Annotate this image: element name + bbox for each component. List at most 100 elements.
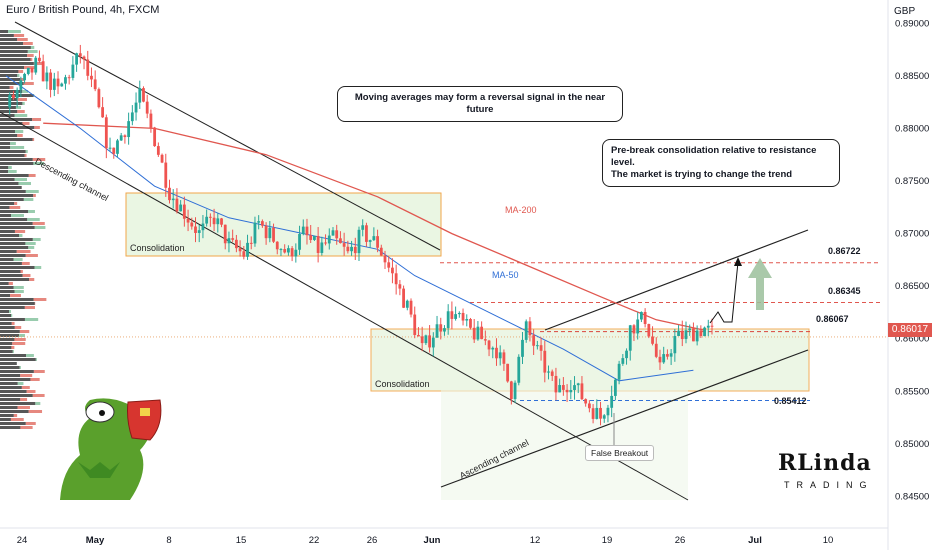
volume-bar xyxy=(28,246,35,249)
volume-bar xyxy=(35,402,41,405)
candle-body xyxy=(688,328,692,331)
volume-bar xyxy=(19,234,23,237)
volume-bar xyxy=(0,142,11,145)
candle-body xyxy=(19,80,23,90)
candle-body xyxy=(134,102,138,113)
volume-bar xyxy=(0,86,10,89)
candle-body xyxy=(52,78,56,90)
candle-body xyxy=(632,325,636,334)
candle-body xyxy=(610,395,614,408)
candle-body xyxy=(424,335,428,344)
volume-bar xyxy=(17,382,24,385)
volume-bar xyxy=(0,294,11,297)
price-tick-label: 0.86000 xyxy=(895,334,929,345)
volume-bar xyxy=(33,194,36,197)
candle-body xyxy=(257,221,261,223)
candle-body xyxy=(561,385,565,390)
volume-bar xyxy=(25,190,39,193)
candle-body xyxy=(446,311,450,329)
volume-bar xyxy=(0,122,23,125)
candle-body xyxy=(457,312,461,315)
candle-body xyxy=(543,350,547,373)
candle-body xyxy=(23,73,26,81)
candle-body xyxy=(417,334,420,337)
consolidation-callout-line2: The market is trying to change the trend xyxy=(611,169,793,180)
current-price-tag: 0.86017 xyxy=(888,323,932,337)
price-tick-label: 0.88000 xyxy=(895,123,929,134)
candle-body xyxy=(179,204,183,212)
volume-bar xyxy=(0,266,35,269)
volume-bar xyxy=(0,422,26,425)
candles xyxy=(8,44,714,426)
volume-bar xyxy=(0,310,10,313)
volume-bar xyxy=(34,226,46,229)
volume-bar xyxy=(20,374,33,377)
zone2-label: Consolidation xyxy=(375,379,430,389)
volume-bar xyxy=(35,358,37,361)
candle-body xyxy=(606,407,610,416)
volume-bar xyxy=(0,418,11,421)
candle-body xyxy=(171,198,175,201)
candle-body xyxy=(591,408,595,419)
ma50-label: MA-50 xyxy=(492,270,519,280)
volume-bar xyxy=(0,182,19,185)
volume-bar xyxy=(0,258,14,261)
time-tick-label: 24 xyxy=(17,535,28,546)
candle-body xyxy=(643,311,647,325)
volume-bar xyxy=(11,314,13,317)
projection-path xyxy=(709,261,739,324)
volume-profile xyxy=(0,30,47,429)
volume-bar xyxy=(0,274,23,277)
volume-bar xyxy=(25,422,36,425)
ma200-line xyxy=(43,122,705,331)
candle-body xyxy=(220,218,223,225)
candle-body xyxy=(272,227,275,242)
volume-bar xyxy=(14,178,28,181)
time-tick-label: 15 xyxy=(236,535,247,546)
candle-body xyxy=(498,352,502,359)
candle-body xyxy=(368,240,372,242)
candle-body xyxy=(190,222,194,227)
candle-body xyxy=(82,56,86,60)
volume-bar xyxy=(0,330,20,333)
volume-bar xyxy=(24,318,39,321)
volume-bar xyxy=(0,118,33,121)
price-tick-label: 0.89000 xyxy=(895,18,929,29)
volume-bar xyxy=(8,170,17,173)
volume-bar xyxy=(0,358,36,361)
volume-bar xyxy=(0,58,31,61)
volume-bar xyxy=(11,322,15,325)
candle-body xyxy=(324,242,327,244)
candle-body xyxy=(402,288,405,308)
volume-bar xyxy=(0,170,9,173)
candle-body xyxy=(450,311,454,319)
volume-bar xyxy=(0,74,18,77)
projection-arrows xyxy=(709,257,772,324)
volume-bar xyxy=(0,410,29,413)
candle-body xyxy=(535,345,539,347)
candle-body xyxy=(413,314,417,335)
volume-bar xyxy=(0,378,31,381)
volume-bar xyxy=(0,350,13,353)
candle-body xyxy=(677,330,680,337)
candle-body xyxy=(554,375,558,393)
candle-body xyxy=(339,238,342,244)
candle-body xyxy=(290,248,294,257)
volume-bar xyxy=(0,66,25,69)
candle-body xyxy=(513,382,517,400)
volume-bar xyxy=(0,78,20,81)
volume-bar xyxy=(0,206,10,209)
candle-body xyxy=(320,242,324,253)
candle-body xyxy=(67,77,71,79)
volume-bar xyxy=(22,274,31,277)
volume-bar xyxy=(32,238,41,241)
volume-bar xyxy=(14,114,28,117)
candle-body xyxy=(550,371,554,376)
volume-bar xyxy=(0,146,11,149)
volume-bar xyxy=(32,158,46,161)
candle-body xyxy=(391,267,394,274)
candle-body xyxy=(469,319,472,328)
candle-body xyxy=(294,249,298,257)
volume-bar xyxy=(0,62,34,65)
volume-bar xyxy=(0,242,26,245)
